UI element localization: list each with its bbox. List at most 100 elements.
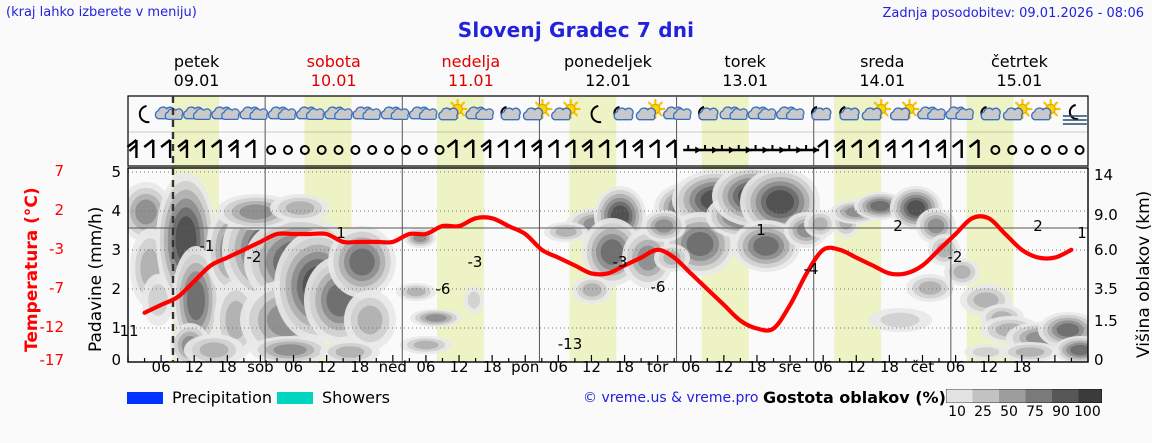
prec-tick-1: 4 (111, 202, 121, 220)
wind-barb-calm (367, 145, 378, 155)
day-name: četrtek (990, 52, 1048, 71)
legend-swatch-precipitation (127, 392, 163, 404)
wind-barb (867, 139, 879, 158)
wind-barb (581, 139, 593, 158)
cloud-legend-tick-90: 90 (1052, 404, 1070, 420)
wind-barb (547, 139, 559, 158)
weather-icon-cloud (154, 106, 184, 121)
wind-barb (177, 139, 189, 158)
day-name: petek (173, 52, 220, 71)
weather-icon-row (138, 98, 1087, 125)
day-header-četrtek: četrtek 15.01 (951, 52, 1088, 90)
weather-icon-cloud (182, 106, 212, 121)
x-tick-label-2: 18 (217, 358, 237, 376)
cloud-legend-tick-50: 50 (1000, 404, 1018, 420)
weather-icon-cloud (239, 106, 269, 121)
wind-barb-arrow (750, 145, 769, 154)
temp-point-label-7: -3 (612, 253, 628, 271)
wind-barb-arrow (716, 145, 735, 154)
weather-icon-cloud (747, 106, 777, 121)
copyright-notice[interactable]: © vreme.us & vreme.pro (583, 390, 759, 406)
wind-barb (631, 139, 643, 158)
wind-barb (194, 139, 205, 158)
cloud-legend-tick-10: 10 (948, 404, 966, 420)
wind-barb (598, 139, 610, 158)
temp-tick-5: -17 (39, 351, 65, 369)
x-tick-label-10: 18 (482, 358, 502, 376)
day-header-torek: torek 13.01 (677, 52, 814, 90)
weather-icon-moon (590, 105, 602, 124)
wind-barb (497, 139, 509, 158)
x-axis-ticks (127, 355, 1089, 362)
wind-barb-calm (1057, 145, 1068, 155)
weather-icon-cloud (945, 106, 974, 121)
weather-icon-cloud (662, 106, 692, 121)
weather-icon-cloud (324, 106, 353, 121)
x-tick-label-15: tor (647, 358, 669, 376)
x-tick-label-9: 12 (449, 358, 469, 376)
wind-barb (817, 139, 829, 158)
wind-barb-calm (1074, 145, 1085, 155)
legend-label-showers: Showers (322, 388, 390, 407)
wind-barb (126, 139, 138, 158)
day-date: 13.01 (722, 71, 769, 90)
cloud-legend-tick-25: 25 (974, 404, 992, 420)
prec-tick-4: 1 (111, 319, 121, 337)
weather-icon-moon-cloud (839, 106, 860, 121)
temp-tick-4: -12 (39, 318, 65, 336)
weather-icon-moon-cloud (698, 106, 719, 121)
x-tick-label-1: 12 (184, 358, 204, 376)
wind-barb-arrow (733, 145, 752, 154)
weather-icon-cloud (380, 106, 410, 121)
wind-barb-arrow (784, 145, 803, 154)
weather-icon-sun-cloud (889, 98, 920, 121)
day-name: nedelja (441, 52, 501, 71)
weather-icon-sun-cloud (861, 98, 892, 121)
legend-swatch-showers (277, 392, 313, 404)
prec-tick-3: 2 (111, 280, 121, 298)
temp-tick-2: -3 (49, 240, 64, 258)
x-tick-label-23: čet (910, 358, 935, 376)
temperature-curve (142, 214, 1074, 333)
x-tick-label-4: 06 (283, 358, 304, 376)
x-tick-label-25: 12 (979, 358, 999, 376)
weather-icon-cloud (211, 106, 240, 121)
prec-tick-2: 3 (111, 241, 121, 259)
day-date: 14.01 (859, 71, 906, 90)
cloud-legend-tick-100: 100 (1074, 404, 1101, 420)
temp-point-label-14: 1 (1077, 224, 1087, 242)
prec-tick-5: 0 (111, 351, 121, 369)
wind-barb-calm (1024, 145, 1035, 155)
x-tick-label-20: 06 (813, 358, 833, 376)
x-tick-label-7: ned (378, 358, 407, 376)
weather-icon-sun-cloud (635, 98, 666, 121)
wind-barb (463, 139, 475, 158)
weather-icon-sun-cloud (1002, 98, 1033, 121)
x-tick-label-14: 18 (615, 358, 635, 376)
wind-barb (918, 139, 930, 158)
cloud-legend-title: Gostota oblakov (%) (763, 388, 946, 407)
location-hint: (kraj lahko izberete v meniju) (6, 5, 197, 20)
wind-barb (884, 139, 896, 158)
wind-barb (951, 139, 963, 158)
temp-point-label-0: 11 (119, 322, 139, 340)
cloud-tick-5: 0 (1094, 351, 1104, 369)
temp-point-label-13: 2 (1033, 217, 1043, 235)
wind-barb-calm (434, 145, 445, 155)
x-tick-label-16: 06 (681, 358, 701, 376)
weather-icon-cloud (295, 106, 325, 121)
wind-barb (227, 139, 239, 158)
weather-icon-moon-cloud (980, 106, 1001, 121)
weather-icon-cloud (719, 106, 749, 121)
weather-icon-cloud (775, 106, 805, 121)
page-title: Slovenj Gradec 7 dni (457, 18, 695, 42)
weather-icon-moon-fog (1062, 104, 1087, 125)
wind-barb (901, 139, 913, 158)
day-header-ponedeljek: ponedeljek 12.01 (539, 52, 676, 90)
cloud-tick-2: 6.0 (1094, 241, 1118, 259)
wind-barb-calm (1040, 145, 1051, 155)
prec-tick-0: 5 (111, 163, 121, 181)
temp-point-label-11: 2 (893, 217, 903, 235)
temp-point-label-12: -2 (947, 248, 963, 266)
